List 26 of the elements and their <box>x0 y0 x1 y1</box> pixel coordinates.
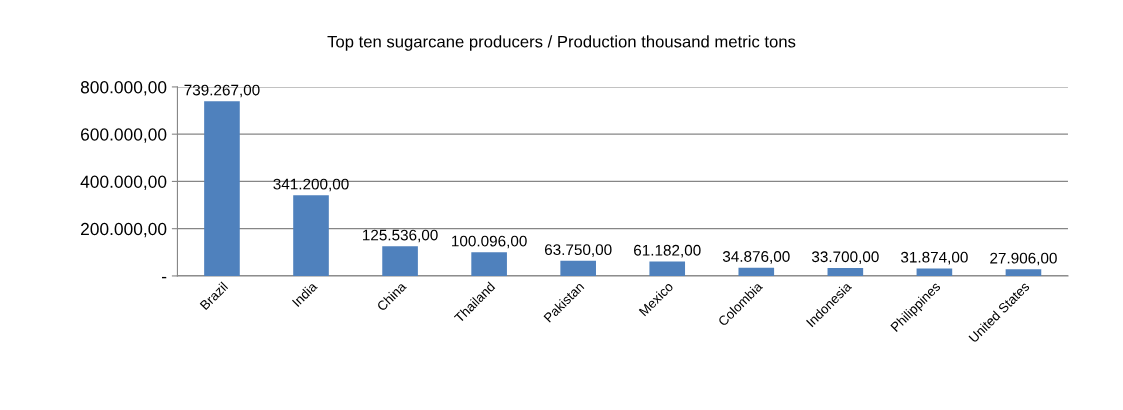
chart-title: Top ten sugarcane producers / Production thousand metric tons <box>327 35 796 51</box>
data-label: 63.750,00 <box>544 244 612 257</box>
data-label: 31.874,00 <box>900 251 968 265</box>
data-label: 341.200,00 <box>273 178 349 192</box>
y-tick-label: 800.000,00 <box>80 81 167 96</box>
bar <box>1005 269 1042 276</box>
bar <box>293 195 329 276</box>
data-label: 33.700,00 <box>811 251 879 264</box>
y-tick-label: - <box>162 276 167 279</box>
data-label: 125.536,00 <box>363 229 438 243</box>
y-tick-label: 600.000,00 <box>81 128 167 143</box>
data-label: 61.182,00 <box>634 244 701 258</box>
data-label: 27.906,00 <box>990 252 1057 266</box>
y-tick-label: 200.000,00 <box>81 222 167 238</box>
data-label: 34.876,00 <box>722 251 790 264</box>
y-tick-label: 400.000,00 <box>80 175 167 190</box>
data-label: 100.096,00 <box>452 235 527 249</box>
bar <box>827 267 864 276</box>
bar <box>471 252 507 276</box>
bar <box>916 268 953 276</box>
bar <box>560 260 596 276</box>
data-label: 739.267,00 <box>184 84 260 98</box>
bar <box>649 261 686 276</box>
bar <box>738 267 775 276</box>
bar <box>382 246 418 276</box>
bar <box>204 101 240 276</box>
